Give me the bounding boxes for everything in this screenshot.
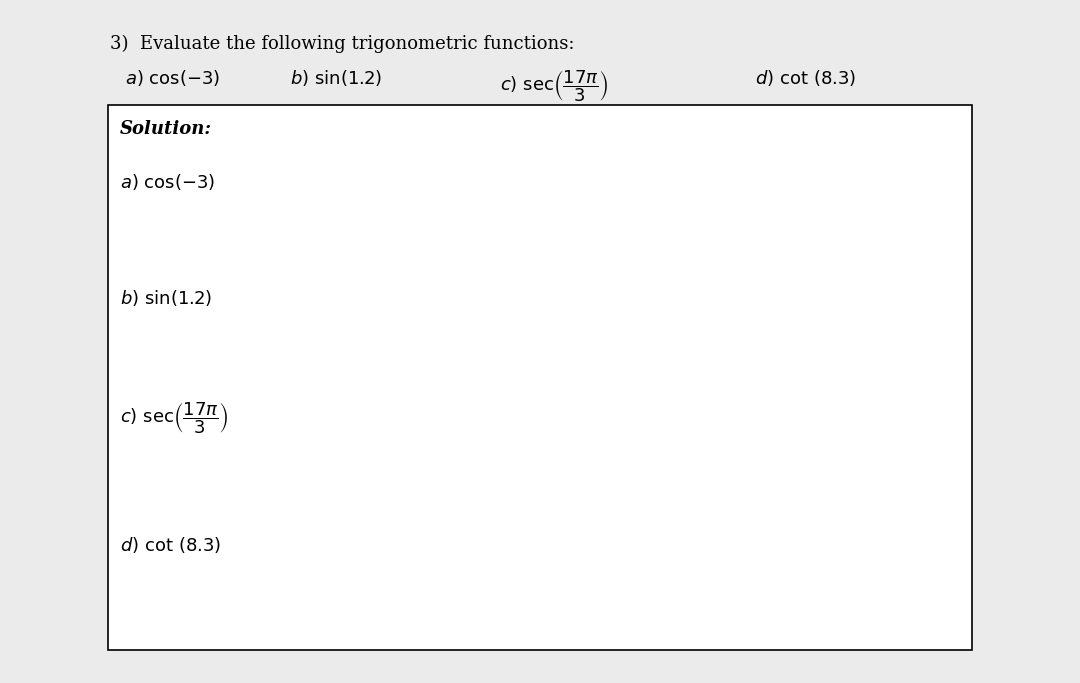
Text: $d)\ \mathrm{cot}\ (8.3)$: $d)\ \mathrm{cot}\ (8.3)$ [755, 68, 856, 88]
Text: $a)\ \mathrm{cos}(-3)$: $a)\ \mathrm{cos}(-3)$ [120, 172, 215, 192]
Text: $d)\ \mathrm{cot}\ (8.3)$: $d)\ \mathrm{cot}\ (8.3)$ [120, 535, 221, 555]
Text: $a)\ \mathrm{cos}(-3)$: $a)\ \mathrm{cos}(-3)$ [125, 68, 220, 88]
Text: Solution:: Solution: [120, 120, 212, 138]
Text: $c)\ \mathrm{sec}\left(\dfrac{17\pi}{3}\right)$: $c)\ \mathrm{sec}\left(\dfrac{17\pi}{3}\… [120, 400, 229, 436]
Text: $b)\ \mathrm{sin}(1.2)$: $b)\ \mathrm{sin}(1.2)$ [291, 68, 382, 88]
Text: 3)  Evaluate the following trigonometric functions:: 3) Evaluate the following trigonometric … [110, 35, 575, 53]
Text: $c)\ \mathrm{sec}\left(\dfrac{17\pi}{3}\right)$: $c)\ \mathrm{sec}\left(\dfrac{17\pi}{3}\… [500, 68, 608, 104]
Text: $b)\ \mathrm{sin}(1.2)$: $b)\ \mathrm{sin}(1.2)$ [120, 288, 212, 308]
